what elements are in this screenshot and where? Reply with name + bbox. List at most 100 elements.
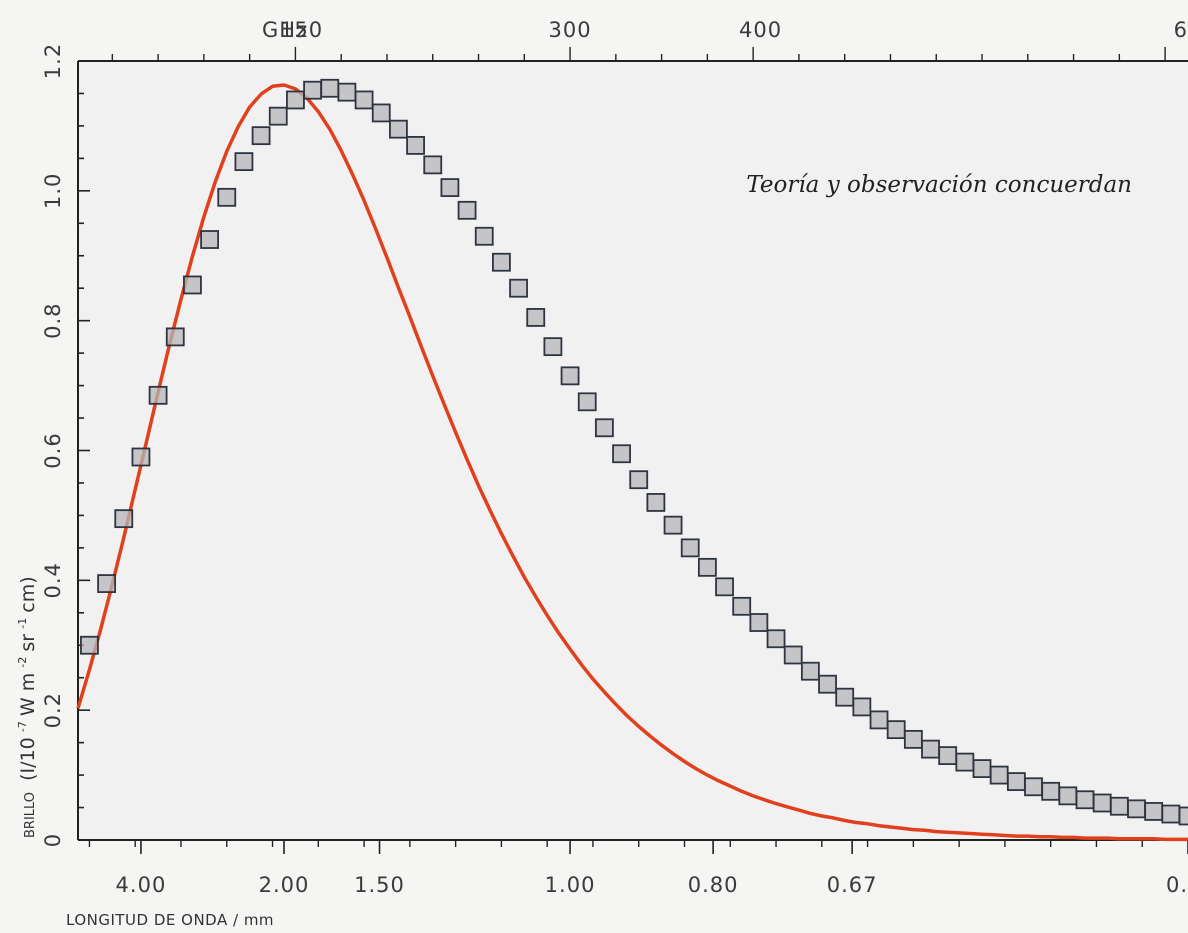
data-point	[921, 739, 940, 759]
y-axis-label-exp3: -1	[16, 618, 29, 629]
x-tick-label: 1.00	[545, 873, 596, 897]
y-tick-label: 1.2	[41, 43, 65, 79]
data-point	[286, 90, 305, 110]
data-point	[818, 674, 837, 694]
top-tick-label: 300	[549, 18, 592, 42]
data-point	[320, 78, 340, 98]
y-tick-label: 0.2	[41, 692, 65, 728]
data-point	[783, 645, 803, 665]
y-tick-label: 0.4	[41, 562, 65, 598]
data-point	[474, 226, 494, 246]
data-point	[183, 275, 202, 295]
x-tick-label: 0.67	[827, 873, 878, 897]
data-point	[697, 557, 717, 577]
bottom-axis: 4.00 2.00 1.50 1.00 0.80 0.67 0.	[78, 839, 1188, 897]
data-point	[903, 729, 923, 749]
data-point	[1178, 806, 1188, 826]
data-point	[148, 385, 168, 405]
data-point	[80, 635, 99, 655]
data-point	[646, 493, 666, 512]
data-point	[457, 200, 477, 220]
data-point	[972, 759, 992, 778]
y-axis-label-exp2: -2	[16, 657, 29, 668]
data-point	[406, 135, 425, 155]
data-point	[97, 574, 117, 593]
y-axis-label-exp1: -7	[16, 721, 29, 732]
y-axis-label-end: cm)	[17, 576, 39, 612]
top-axis-unit-label: GHz	[262, 18, 308, 42]
theory-curve	[76, 83, 1188, 842]
y-tick-label: 1.0	[41, 173, 65, 209]
data-point	[835, 687, 855, 707]
data-point	[526, 308, 546, 327]
data-point	[1144, 802, 1164, 821]
data-point	[1058, 786, 1078, 806]
data-point	[543, 337, 563, 357]
data-point	[680, 538, 700, 558]
top-tick-label: 150	[280, 18, 323, 42]
data-point	[732, 596, 752, 616]
data-point	[200, 230, 219, 249]
data-point	[492, 252, 511, 272]
data-point	[234, 152, 254, 172]
data-point	[766, 629, 786, 649]
data-point	[337, 82, 357, 102]
data-point	[1041, 781, 1061, 801]
y-tick-label: 0.8	[41, 302, 65, 338]
y-tick-label: 0	[41, 833, 65, 847]
data-point	[629, 470, 649, 490]
data-point	[869, 710, 889, 730]
data-point	[389, 119, 408, 139]
data-point	[989, 765, 1009, 785]
top-axis: 150 300 400 6	[78, 18, 1188, 62]
data-point	[131, 447, 151, 467]
x-tick-label: 0.	[1166, 873, 1188, 897]
data-point	[303, 80, 322, 100]
data-point	[594, 418, 614, 438]
data-point	[1075, 790, 1095, 810]
data-point	[1024, 777, 1043, 797]
data-point	[663, 515, 683, 535]
y-axis-label: BRILLO (I/10 -7 W m -2 sr -1 cm)	[11, 576, 39, 838]
data-point	[938, 746, 958, 766]
y-axis-label-prefix: BRILLO	[23, 792, 38, 838]
data-point	[165, 327, 185, 347]
data-point	[114, 509, 134, 529]
data-point	[1006, 772, 1026, 791]
data-point	[423, 155, 443, 175]
top-tick-label: 400	[739, 18, 782, 42]
x-tick-label: 0.80	[688, 873, 739, 897]
y-tick-label: 0.6	[41, 432, 65, 468]
data-point	[251, 126, 271, 146]
x-axis-label: LONGITUD DE ONDA / mm	[66, 911, 274, 929]
data-point	[1127, 799, 1146, 819]
x-tick-label: 4.00	[116, 873, 167, 897]
data-point	[371, 103, 391, 123]
x-tick-label: 2.00	[259, 873, 310, 897]
data-point	[749, 613, 769, 632]
x-tick-label: 1.50	[354, 873, 405, 897]
data-point	[440, 178, 460, 197]
data-point	[217, 187, 237, 207]
data-point	[577, 392, 597, 412]
data-point	[955, 752, 975, 772]
data-point	[354, 90, 374, 110]
y-axis-label-mid: W m	[17, 673, 39, 716]
y-axis-label-main: (I/10	[17, 737, 39, 781]
data-point	[560, 366, 580, 386]
data-point	[852, 697, 872, 717]
data-point	[509, 278, 528, 298]
top-tick-label: 6	[1174, 18, 1188, 42]
data-point	[268, 106, 288, 126]
data-point	[612, 444, 631, 464]
series-area	[76, 78, 1188, 842]
data-point	[800, 661, 820, 681]
plot-area	[78, 61, 1188, 840]
data-point	[886, 720, 906, 740]
data-point	[1109, 796, 1129, 816]
data-point	[1092, 793, 1112, 813]
y-axis-label-mid2: sr	[17, 634, 39, 652]
data-point	[715, 577, 734, 597]
data-point	[1161, 804, 1181, 824]
